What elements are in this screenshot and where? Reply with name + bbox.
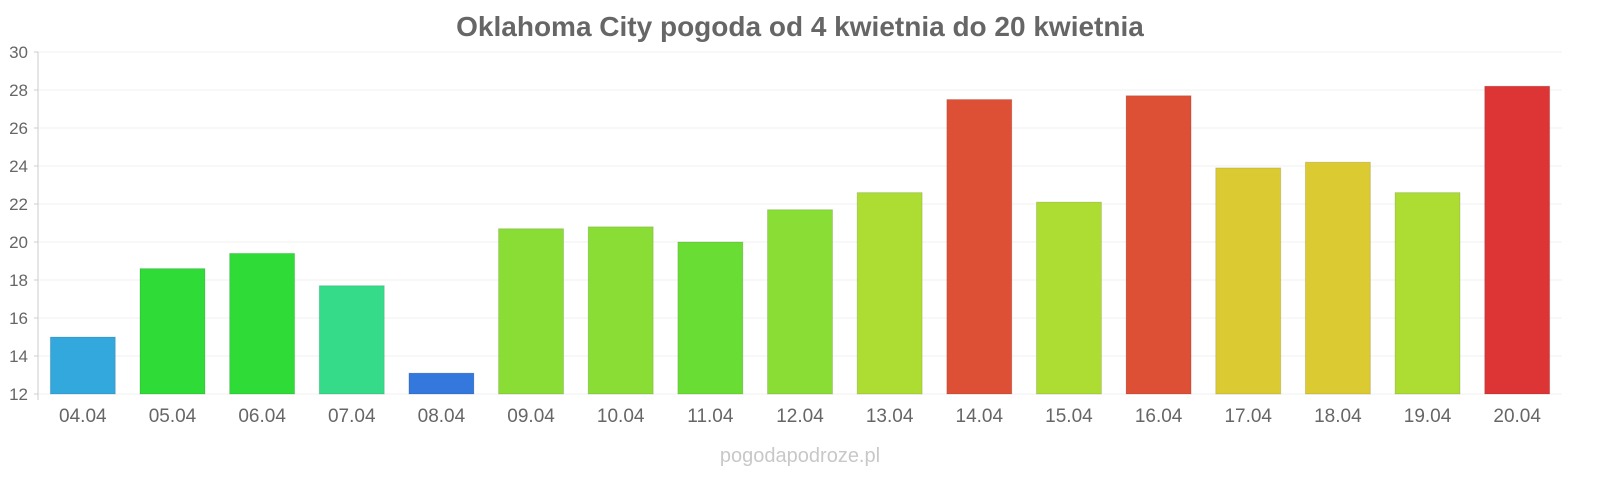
bar-18.04 [1304,161,1371,395]
x-tick-label: 20.04 [1493,406,1541,427]
y-tick-label: 12 [9,385,28,404]
bar-08.04 [408,372,475,395]
bar-07.04 [318,285,385,395]
bar-05.04 [139,268,206,395]
chart-title: Oklahoma City pogoda od 4 kwietnia do 20… [456,11,1144,42]
x-tick-label: 07.04 [328,406,376,427]
x-tick-label: 11.04 [687,406,734,427]
y-tick-label: 22 [9,195,28,214]
x-axis: 04.04 05.04 06.04 07.04 08.04 09.04 10.04 11.04… [59,406,1541,427]
y-tick-label: 18 [9,271,28,290]
y-tick-label: 24 [9,157,28,176]
x-tick-label: 05.04 [149,406,197,427]
x-tick-label: 12.04 [776,406,824,427]
x-tick-label: 17.04 [1224,406,1272,427]
x-tick-label: 04.04 [59,406,107,427]
bar-09.04 [498,228,565,395]
watermark: pogodapodroze.pl [720,445,880,467]
bar-13.04 [856,192,923,395]
bar-17.04 [1215,167,1282,395]
x-tick-label: 18.04 [1314,406,1362,427]
y-tick-label: 26 [9,119,28,138]
bar-06.04 [229,252,296,395]
bar-10.04 [587,226,654,395]
y-tick-label: 28 [9,81,28,100]
bar-12.04 [767,209,833,395]
x-tick-label: 14.04 [956,406,1004,427]
bar-11.04 [677,241,744,395]
bar-19.04 [1394,192,1461,395]
bar-15.04 [1035,201,1102,395]
bar-04.04 [49,336,116,395]
y-axis: 12 14 16 18 20 22 24 26 28 30 [9,43,38,404]
x-tick-label: 09.04 [507,406,555,427]
x-tick-label: 08.04 [418,406,466,427]
bar-20.04 [1484,85,1551,395]
x-tick-label: 10.04 [597,406,645,427]
x-tick-label: 19.04 [1404,406,1452,427]
bar-16.04 [1125,95,1192,395]
y-tick-label: 20 [9,233,28,252]
x-tick-label: 13.04 [866,406,914,427]
x-tick-label: 06.04 [238,406,286,427]
bar-14.04 [946,99,1013,395]
x-tick-label: 16.04 [1135,406,1183,427]
y-tick-label: 14 [9,347,28,366]
bars [49,85,1551,395]
y-tick-label: 16 [9,309,28,328]
y-tick-label: 30 [9,43,28,62]
x-tick-label: 15.04 [1045,406,1093,427]
